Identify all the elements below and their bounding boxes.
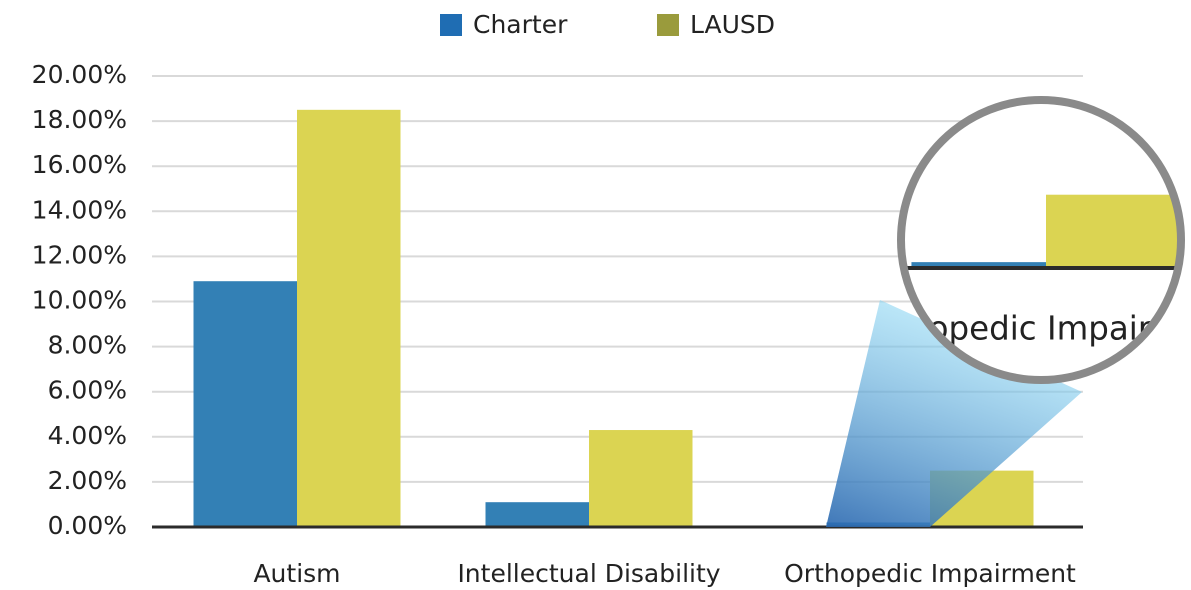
y-tick-label: 4.00% xyxy=(48,421,127,450)
legend-swatch xyxy=(657,14,679,36)
y-tick-label: 6.00% xyxy=(48,376,127,405)
bar xyxy=(485,502,589,527)
magnifier-cone xyxy=(826,300,1082,527)
bar xyxy=(589,430,693,527)
y-tick-label: 14.00% xyxy=(32,195,127,224)
x-tick-label: Autism xyxy=(253,559,340,588)
zoom-bar xyxy=(1046,194,1179,268)
y-tick-label: 20.00% xyxy=(32,60,127,89)
y-tick-label: 0.00% xyxy=(48,511,127,540)
magnifier-ring xyxy=(897,96,1185,384)
legend-swatch xyxy=(440,14,462,36)
y-tick-label: 8.00% xyxy=(48,331,127,360)
y-tick-label: 12.00% xyxy=(32,240,127,269)
legend-label: LAUSD xyxy=(690,10,775,39)
y-tick-label: 16.00% xyxy=(32,150,127,179)
magnifier-lens xyxy=(903,102,1179,378)
x-tick-label: Orthopedic Impairment xyxy=(784,559,1076,588)
y-tick-label: 10.00% xyxy=(32,286,127,315)
y-tick-label: 18.00% xyxy=(32,105,127,134)
legend-label: Charter xyxy=(473,10,568,39)
y-tick-label: 2.00% xyxy=(48,466,127,495)
bar xyxy=(193,281,297,527)
x-tick-label: Intellectual Disability xyxy=(457,559,720,588)
bar xyxy=(297,109,401,527)
zoom-bar xyxy=(911,262,1046,268)
